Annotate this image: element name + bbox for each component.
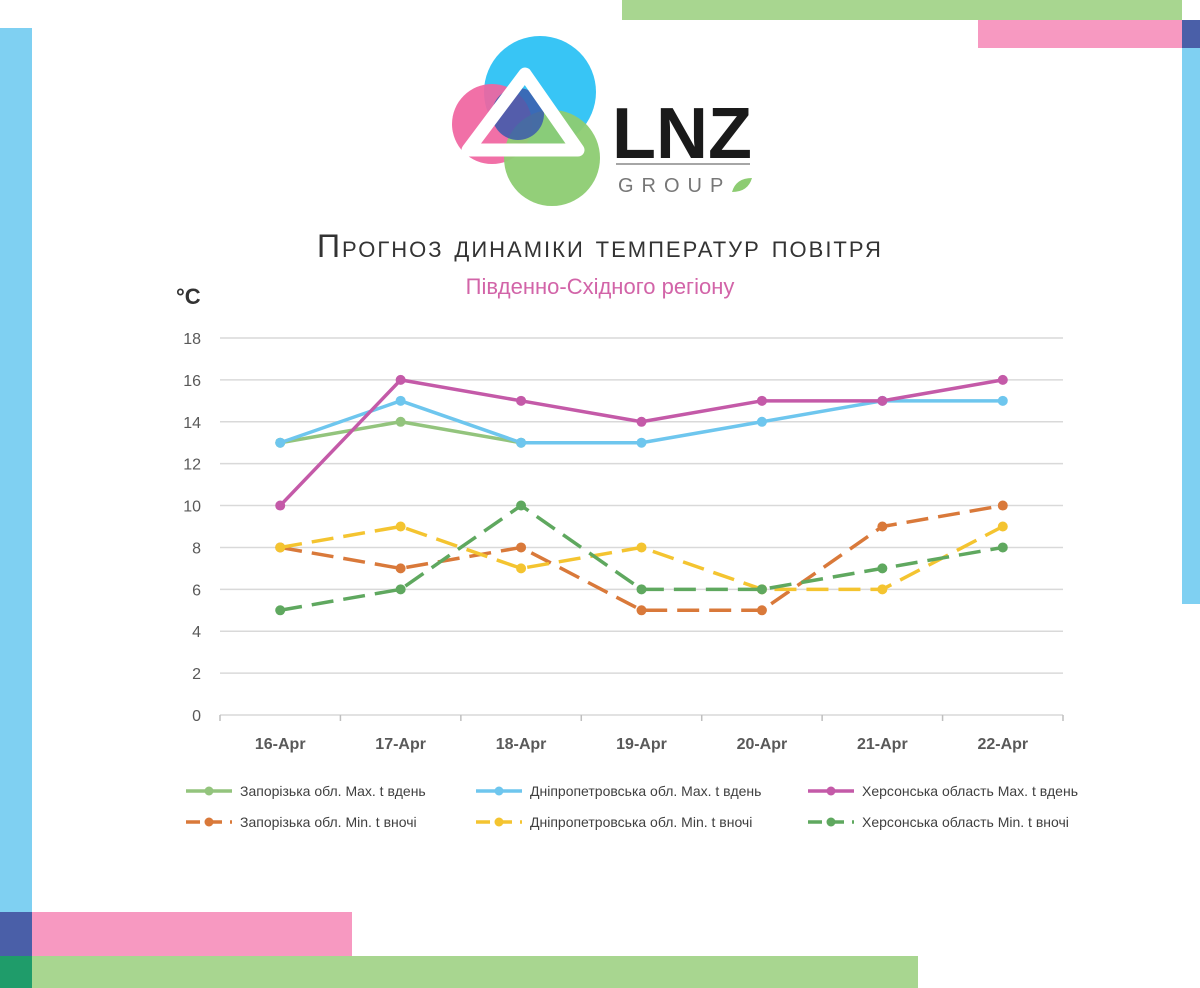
legend-swatch-marker (826, 817, 836, 827)
legend-swatch-marker (494, 786, 504, 796)
chart-title: Прогноз динаміки температур повітря (317, 228, 883, 264)
data-point (636, 584, 647, 595)
grid-lines (219, 337, 1064, 721)
series-6 (275, 500, 1008, 616)
legend-swatch-marker (494, 817, 504, 827)
data-point (756, 416, 767, 427)
decor-right-blue-bar (1182, 48, 1200, 604)
x-tick-label: 16-Apr (255, 736, 306, 753)
chart-subtitle: Південно-Східного регіону (465, 274, 735, 299)
data-point (636, 416, 647, 427)
y-tick-label: 12 (183, 457, 201, 474)
data-point (275, 500, 286, 511)
data-point (516, 395, 527, 406)
x-tick-label: 21-Apr (857, 736, 908, 753)
y-tick-label: 8 (192, 540, 201, 557)
data-point (997, 395, 1008, 406)
data-point (997, 500, 1008, 511)
series-line (279, 503, 1004, 613)
legend-item: Запорізька обл. Min. t вночі (186, 814, 417, 830)
x-tick-label: 17-Apr (375, 736, 426, 753)
series-3 (275, 374, 1008, 511)
data-point (275, 605, 286, 616)
legend-item: Запорізька обл. Max. t вдень (186, 783, 426, 799)
data-point (877, 563, 888, 574)
data-point (395, 584, 406, 595)
data-point (516, 500, 527, 511)
data-point (395, 395, 406, 406)
legend-label: Херсонська область Max. t вдень (862, 783, 1078, 799)
series-4 (275, 500, 1008, 616)
x-tick-labels: 16-Apr 17-Apr 18-Apr 19-Apr 20-Apr 21-Apr 22-A… (255, 736, 1028, 753)
logo-triangle-outline (461, 67, 585, 157)
data-point (395, 416, 406, 427)
x-tick-label: 22-Apr (977, 736, 1028, 753)
y-tick-label: 10 (183, 499, 201, 516)
data-point (756, 605, 767, 616)
series-line (279, 503, 1004, 613)
data-point (877, 395, 888, 406)
data-point (516, 563, 527, 574)
decor-top-green-bar (622, 0, 1182, 20)
y-tick-label: 4 (192, 624, 201, 641)
legend-label: Дніпропетровська обл. Max. t вдень (530, 783, 761, 799)
y-tick-label: 0 (192, 708, 201, 725)
y-tick-label: 18 (183, 331, 201, 348)
lnz-logo: LNZ GROUP (452, 36, 752, 206)
legend: Запорізька обл. Max. t вдень Дніпропетров… (186, 783, 1078, 830)
data-point (636, 437, 647, 448)
data-point (877, 521, 888, 532)
series-line (279, 524, 1004, 592)
data-point (636, 542, 647, 553)
data-point (997, 374, 1008, 385)
x-tick-label: 19-Apr (616, 736, 667, 753)
decor-top-pink-bar (978, 20, 1182, 48)
data-point (997, 542, 1008, 553)
y-tick-label: 14 (183, 415, 201, 432)
legend-item: Херсонська область Min. t вночі (808, 814, 1069, 830)
legend-label: Запорізька обл. Max. t вдень (240, 783, 426, 799)
data-point (516, 437, 527, 448)
decor-bottom-green-bar (32, 956, 918, 988)
data-point (997, 521, 1008, 532)
legend-item: Дніпропетровська обл. Min. t вночі (476, 814, 752, 830)
data-point (756, 584, 767, 595)
legend-label: Херсонська область Min. t вночі (862, 814, 1069, 830)
series-5 (275, 521, 1008, 595)
legend-item: Дніпропетровська обл. Max. t вдень (476, 783, 761, 799)
legend-swatch-marker (204, 817, 214, 827)
y-tick-label: 6 (192, 582, 201, 599)
series-lines (275, 374, 1008, 616)
legend-label: Дніпропетровська обл. Min. t вночі (530, 814, 752, 830)
decor-left-blue-bar (0, 28, 32, 912)
decor-left-navy-block (0, 912, 32, 956)
logo-subtext: GROUP (618, 175, 731, 197)
leaf-icon (732, 178, 752, 192)
data-point (636, 605, 647, 616)
logo-wordmark: LNZ (612, 94, 752, 174)
data-point (275, 437, 286, 448)
legend-label: Запорізька обл. Min. t вночі (240, 814, 417, 830)
decor-bottom-pink-bar (32, 912, 352, 956)
data-point (395, 374, 406, 385)
legend-item: Херсонська область Max. t вдень (808, 783, 1078, 799)
data-point (275, 542, 286, 553)
decor-left-teal-block (0, 956, 32, 988)
data-point (395, 563, 406, 574)
y-tick-labels: 0 2 4 6 8 10 12 14 16 18 (183, 331, 201, 725)
data-point (516, 542, 527, 553)
data-point (877, 584, 888, 595)
data-point (395, 521, 406, 532)
legend-swatch-marker (204, 786, 214, 796)
y-tick-label: 16 (183, 373, 201, 390)
y-tick-label: 2 (192, 666, 201, 683)
decor-top-navy-block (1182, 20, 1200, 48)
legend-swatch-marker (826, 786, 836, 796)
x-tick-label: 20-Apr (737, 736, 788, 753)
y-axis-unit-label: °C (176, 284, 201, 309)
x-tick-label: 18-Apr (496, 736, 547, 753)
data-point (756, 395, 767, 406)
